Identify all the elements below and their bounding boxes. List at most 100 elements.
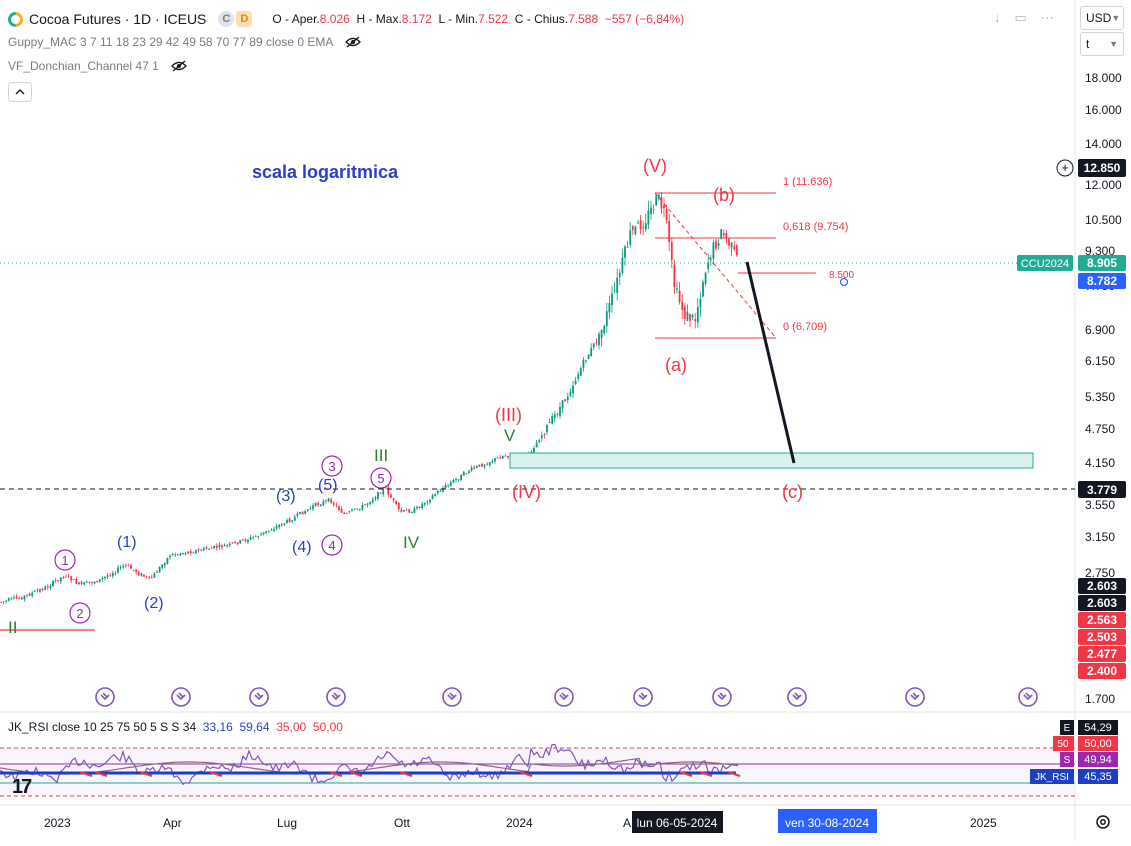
candle (2, 601, 5, 605)
candle (161, 564, 164, 570)
indicator-guppy[interactable]: Guppy_MAC 3 7 11 18 23 29 42 49 58 70 77… (8, 30, 684, 54)
candle (135, 568, 138, 575)
candle (312, 502, 314, 511)
eye-hidden-icon[interactable] (170, 60, 187, 72)
tradingview-logo[interactable]: 17 (12, 776, 32, 798)
candle (213, 545, 216, 550)
rsi-red-mark (79, 770, 93, 778)
tag-3779[interactable]: 3.779 (1078, 481, 1126, 498)
event-marker-icon[interactable] (326, 687, 346, 707)
candle (488, 462, 491, 468)
rsi-red-mark (139, 770, 153, 778)
circle-label-1: 1 (54, 549, 76, 571)
circle-label-4: 4 (321, 534, 343, 556)
event-marker-icon[interactable] (171, 687, 191, 707)
tag-2503[interactable]: 2.503 (1078, 629, 1126, 645)
candle (470, 465, 473, 472)
tag-ccu2024[interactable]: CCU2024 8.905 (1017, 255, 1126, 271)
candle (202, 546, 205, 552)
event-marker-icon[interactable] (905, 687, 925, 707)
tag-2477[interactable]: 2.477 (1078, 646, 1126, 662)
rsi-red-mark (699, 770, 713, 778)
tag-2603-a[interactable]: 2.603 (1078, 578, 1126, 594)
event-marker-icon[interactable] (1018, 687, 1038, 707)
tag-2400[interactable]: 2.400 (1078, 663, 1126, 679)
candle (377, 491, 379, 501)
event-marker-icon[interactable] (633, 687, 653, 707)
event-marker-icon[interactable] (712, 687, 732, 707)
candle (676, 280, 678, 294)
candle (39, 588, 41, 594)
candle (174, 552, 177, 557)
chevron-down-icon: ▼ (1109, 39, 1118, 49)
candle (111, 570, 114, 579)
indicator-donchian[interactable]: VF_Donchian_Channel 47 1 (8, 54, 684, 78)
cursor-date-label: lun 06-05-2024 (637, 816, 718, 830)
currency-select[interactable]: USD ▼ (1080, 6, 1124, 30)
price-tick-label: 6.150 (1085, 354, 1115, 368)
maximize-icon[interactable]: ▭ (1014, 10, 1027, 25)
candle (200, 548, 203, 552)
candle (124, 563, 127, 568)
event-marker-icon[interactable] (442, 687, 462, 707)
unit-select[interactable]: t ▼ (1080, 32, 1124, 56)
delete-icon[interactable]: ⋯ (1040, 10, 1054, 25)
anchor-point[interactable] (839, 277, 849, 287)
candle (291, 519, 294, 524)
candle (631, 224, 634, 236)
rsi-red-mark (94, 770, 108, 778)
wave-b: (b) (713, 185, 735, 205)
rsi-title[interactable]: JK_RSI close 10 25 75 50 5 S S 34 (8, 720, 197, 734)
tag-8782[interactable]: 8.782 (1078, 273, 1126, 289)
candle (267, 530, 270, 534)
candle (595, 338, 598, 346)
projection-line[interactable] (745, 261, 796, 464)
symbol-row[interactable]: Cocoa Futures · 1D · ICEUS C D O - Aper.… (8, 8, 684, 30)
event-marker-icon[interactable] (95, 687, 115, 707)
candle (5, 599, 8, 604)
candle (65, 574, 67, 578)
candle (712, 239, 715, 265)
symbol-title[interactable]: Cocoa Futures · 1D · ICEUS (29, 11, 207, 27)
event-marker-icon[interactable] (787, 687, 807, 707)
rsi-pane[interactable] (0, 743, 1075, 797)
arrow-down-icon[interactable]: ↓ (994, 10, 1001, 25)
candle (600, 329, 603, 347)
candle (158, 566, 161, 573)
candle (403, 509, 405, 512)
candle (15, 593, 18, 599)
candle (236, 542, 239, 546)
indicator-donchian-label[interactable]: VF_Donchian_Channel 47 1 (8, 59, 159, 73)
event-marker-icon[interactable] (554, 687, 574, 707)
candle (88, 581, 91, 585)
plus-icon[interactable]: + (1061, 160, 1069, 175)
indicator-guppy-label[interactable]: Guppy_MAC 3 7 11 18 23 29 42 49 58 70 77… (8, 35, 334, 49)
rsi-legend[interactable]: JK_RSI close 10 25 75 50 5 S S 34 33,16 … (8, 720, 343, 734)
candle (660, 192, 663, 214)
candle (286, 518, 288, 524)
time-axis[interactable]: 2023 Apr Lug Ott 2024 A 2025 lun 06-05-2… (44, 809, 997, 833)
gear-icon[interactable] (1094, 813, 1112, 831)
wave-II-green: II (8, 618, 17, 637)
candle (587, 354, 590, 360)
fib-trend-line[interactable] (654, 192, 777, 339)
main-pane[interactable] (0, 0, 1075, 712)
event-marker-icon[interactable] (249, 687, 269, 707)
tag-2563[interactable]: 2.563 (1078, 612, 1126, 628)
target-zone-box[interactable] (509, 452, 1034, 469)
tag-12850[interactable]: + 12.850 (1056, 159, 1126, 177)
candle (343, 511, 346, 515)
collapse-legend-button[interactable] (8, 82, 32, 102)
candle (592, 343, 595, 351)
candle (629, 222, 632, 248)
eye-hidden-icon[interactable] (345, 36, 362, 48)
rsi-tag-E: E 54,29 (1060, 720, 1118, 735)
wave-III-green: III (374, 446, 388, 465)
tag-2603-b[interactable]: 2.603 (1078, 595, 1126, 611)
candle (330, 497, 333, 504)
candle (83, 582, 86, 585)
price-tick-label: 12.000 (1085, 178, 1122, 192)
candle (561, 400, 564, 414)
